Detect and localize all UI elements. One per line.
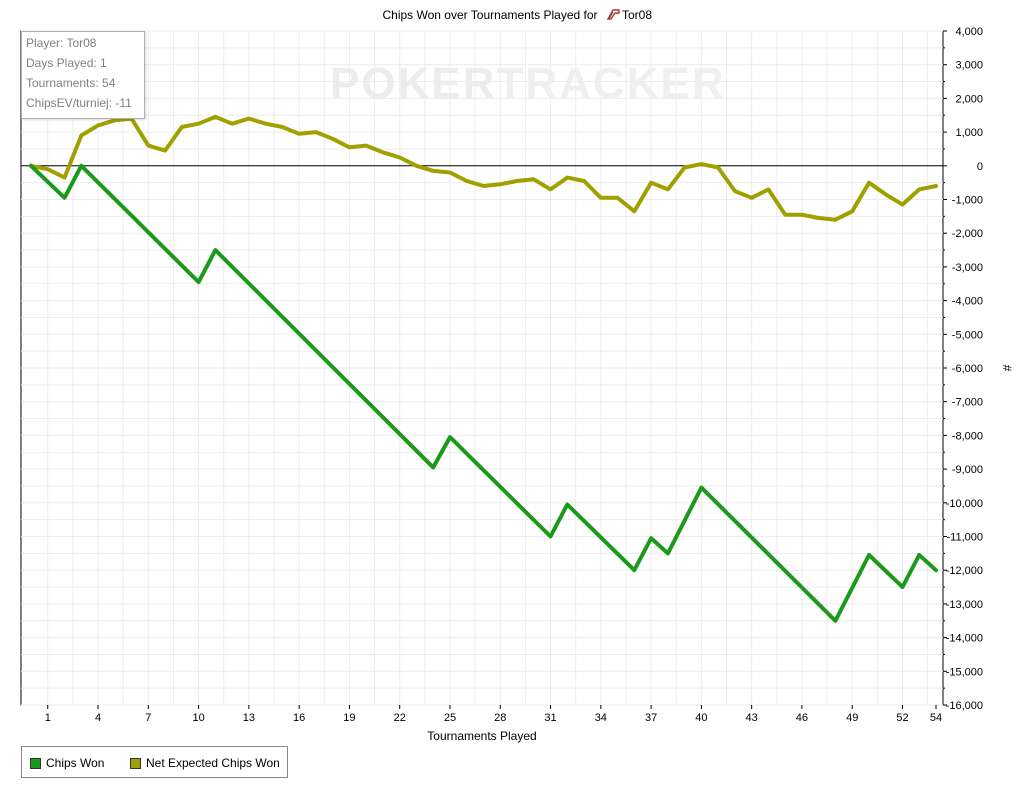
x-axis-label: Tournaments Played	[427, 729, 536, 743]
x-tick-label: 1	[45, 712, 51, 724]
y-tick-label: -6,000	[952, 363, 983, 375]
x-tick-label: 46	[796, 712, 808, 724]
y-tick-label: 0	[977, 161, 983, 173]
x-tick-label: 7	[145, 712, 151, 724]
y-tick-label: 1,000	[955, 127, 983, 139]
legend: Chips Won Net Expected Chips Won	[21, 746, 288, 778]
x-tick-label: 43	[746, 712, 758, 724]
y-tick-label: 3,000	[955, 60, 983, 72]
legend-label-chips-won: Chips Won	[46, 756, 105, 770]
legend-swatch-net-expected	[130, 757, 141, 769]
chart-title-main: Chips Won over Tournaments Played for	[383, 8, 598, 22]
x-tick-label: 4	[95, 712, 101, 724]
x-tick-label: 25	[444, 712, 456, 724]
x-tick-label: 54	[930, 712, 942, 724]
series	[29, 114, 938, 623]
info-player: Player: Tor08	[26, 36, 97, 50]
y-tick-label: -14,000	[946, 633, 983, 645]
info-tournaments: Tournaments: 54	[26, 76, 116, 90]
icon-detail	[608, 11, 614, 20]
y-tick-label: -8,000	[952, 430, 983, 442]
y-tick-label: -3,000	[952, 262, 983, 274]
x-axis: 1 4 7 10 13 16 19 22 25 28 31 34 37 40 43 46 49 52 54	[45, 705, 942, 724]
x-tick-label: 40	[695, 712, 707, 724]
y-axis: 4,000 3,000 2,000 1,000 0 -1,000 -2,000 -3,000 -…	[943, 26, 983, 712]
x-tick-label: 37	[645, 712, 657, 724]
grid	[21, 30, 943, 706]
info-days-played: Days Played: 1	[26, 56, 107, 70]
y-tick-label: -16,000	[946, 700, 983, 712]
legend-label-net-expected: Net Expected Chips Won	[146, 756, 280, 770]
watermark-text: POKERTRACKER	[330, 59, 726, 108]
x-tick-label: 10	[192, 712, 204, 724]
x-tick-label: 28	[494, 712, 506, 724]
y-tick-label: -2,000	[952, 228, 983, 240]
y-tick-label: -5,000	[952, 329, 983, 341]
watermark-poker: POKER	[330, 59, 496, 108]
x-tick-label: 34	[595, 712, 607, 724]
watermark-tracker: TRACKER	[496, 59, 725, 108]
y-tick-label: -1,000	[952, 195, 983, 207]
y-tick-label: 4,000	[955, 26, 983, 38]
y-axis-label: #	[1000, 365, 1014, 372]
series-line-chips-won	[29, 163, 938, 623]
y-tick-label: -12,000	[946, 565, 983, 577]
x-tick-label: 52	[896, 712, 908, 724]
x-tick-label: 16	[293, 712, 305, 724]
watermark: POKERTRACKER	[330, 59, 726, 108]
legend-swatch-chips-won	[30, 757, 41, 769]
x-tick-label: 13	[243, 712, 255, 724]
info-chips-ev: ChipsEV/turniej: -11	[26, 96, 132, 110]
y-tick-label: -13,000	[946, 599, 983, 611]
y-tick-label: 2,000	[955, 93, 983, 105]
x-tick-label: 19	[343, 712, 355, 724]
legend-item-net-expected: Net Expected Chips Won	[130, 756, 280, 770]
chart-title: Chips Won over Tournaments Played for	[383, 8, 598, 22]
y-tick-label: -11,000	[947, 532, 984, 544]
tournament-icon	[606, 9, 620, 20]
y-tick-label: -4,000	[952, 296, 983, 308]
x-tick-label: 49	[846, 712, 858, 724]
series-line-net-expected-chips-won	[29, 114, 938, 222]
x-tick-label: 22	[394, 712, 406, 724]
y-tick-label: -15,000	[946, 666, 983, 678]
legend-item-chips-won: Chips Won	[30, 756, 104, 770]
y-tick-label: -10,000	[946, 498, 983, 510]
x-tick-label: 31	[544, 712, 556, 724]
y-tick-label: -9,000	[952, 464, 983, 476]
player-info-box: Player: Tor08 Days Played: 1 Tournaments…	[21, 31, 145, 119]
chart-title-player: Tor08	[622, 8, 652, 22]
y-tick-label: -7,000	[952, 397, 983, 409]
